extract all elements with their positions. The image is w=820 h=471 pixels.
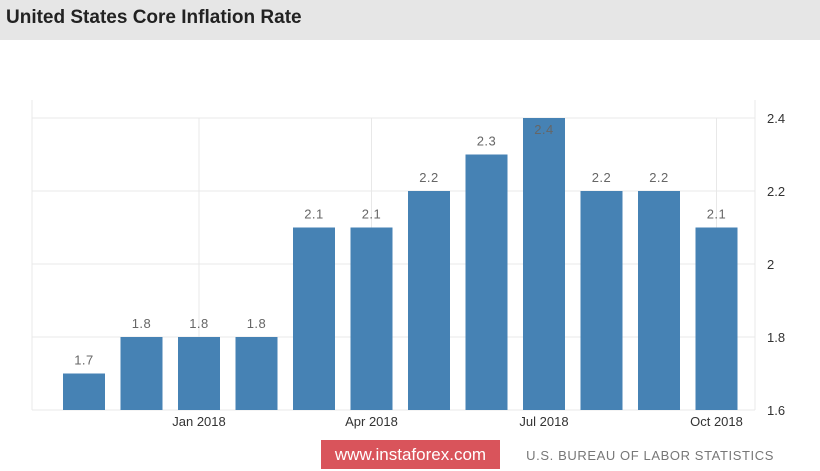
bar <box>695 227 738 410</box>
watermark-banner: www.instaforex.com <box>321 440 500 469</box>
bar <box>235 337 278 410</box>
chart-header: United States Core Inflation Rate <box>0 0 820 40</box>
x-tick-label: Oct 2018 <box>690 414 743 429</box>
x-tick-label: Apr 2018 <box>345 414 398 429</box>
bar <box>120 337 163 410</box>
bar <box>465 154 508 410</box>
y-tick-label: 2.4 <box>767 111 785 126</box>
bar <box>178 337 220 410</box>
bar <box>350 227 393 410</box>
chart-title: United States Core Inflation Rate <box>6 7 302 28</box>
source-label: U.S. BUREAU OF LABOR STATISTICS <box>526 448 774 463</box>
bar <box>63 373 105 410</box>
y-tick-label: 2 <box>767 257 774 272</box>
bar-value-label: 1.8 <box>247 316 267 331</box>
bar <box>293 227 335 410</box>
bar-value-label: 2.2 <box>649 170 669 185</box>
bar-value-label: 1.8 <box>132 316 152 331</box>
bar <box>523 118 565 410</box>
y-tick-label: 1.8 <box>767 330 785 345</box>
y-tick-label: 2.2 <box>767 184 785 199</box>
bar <box>580 191 623 410</box>
bar-value-label: 2.1 <box>304 207 324 222</box>
bar-value-label: 2.4 <box>534 122 554 137</box>
bar-value-label: 2.1 <box>707 207 727 222</box>
bar <box>408 191 450 410</box>
bar-value-label: 2.3 <box>477 134 497 149</box>
x-tick-label: Jan 2018 <box>172 414 226 429</box>
bar <box>638 191 680 410</box>
bar-value-label: 2.2 <box>592 170 612 185</box>
x-tick-label: Jul 2018 <box>519 414 568 429</box>
y-tick-label: 1.6 <box>767 403 785 418</box>
bar-value-label: 2.1 <box>362 207 382 222</box>
bar-value-label: 1.7 <box>74 353 94 368</box>
bar-value-label: 1.8 <box>189 316 209 331</box>
bar-value-label: 2.2 <box>419 170 439 185</box>
